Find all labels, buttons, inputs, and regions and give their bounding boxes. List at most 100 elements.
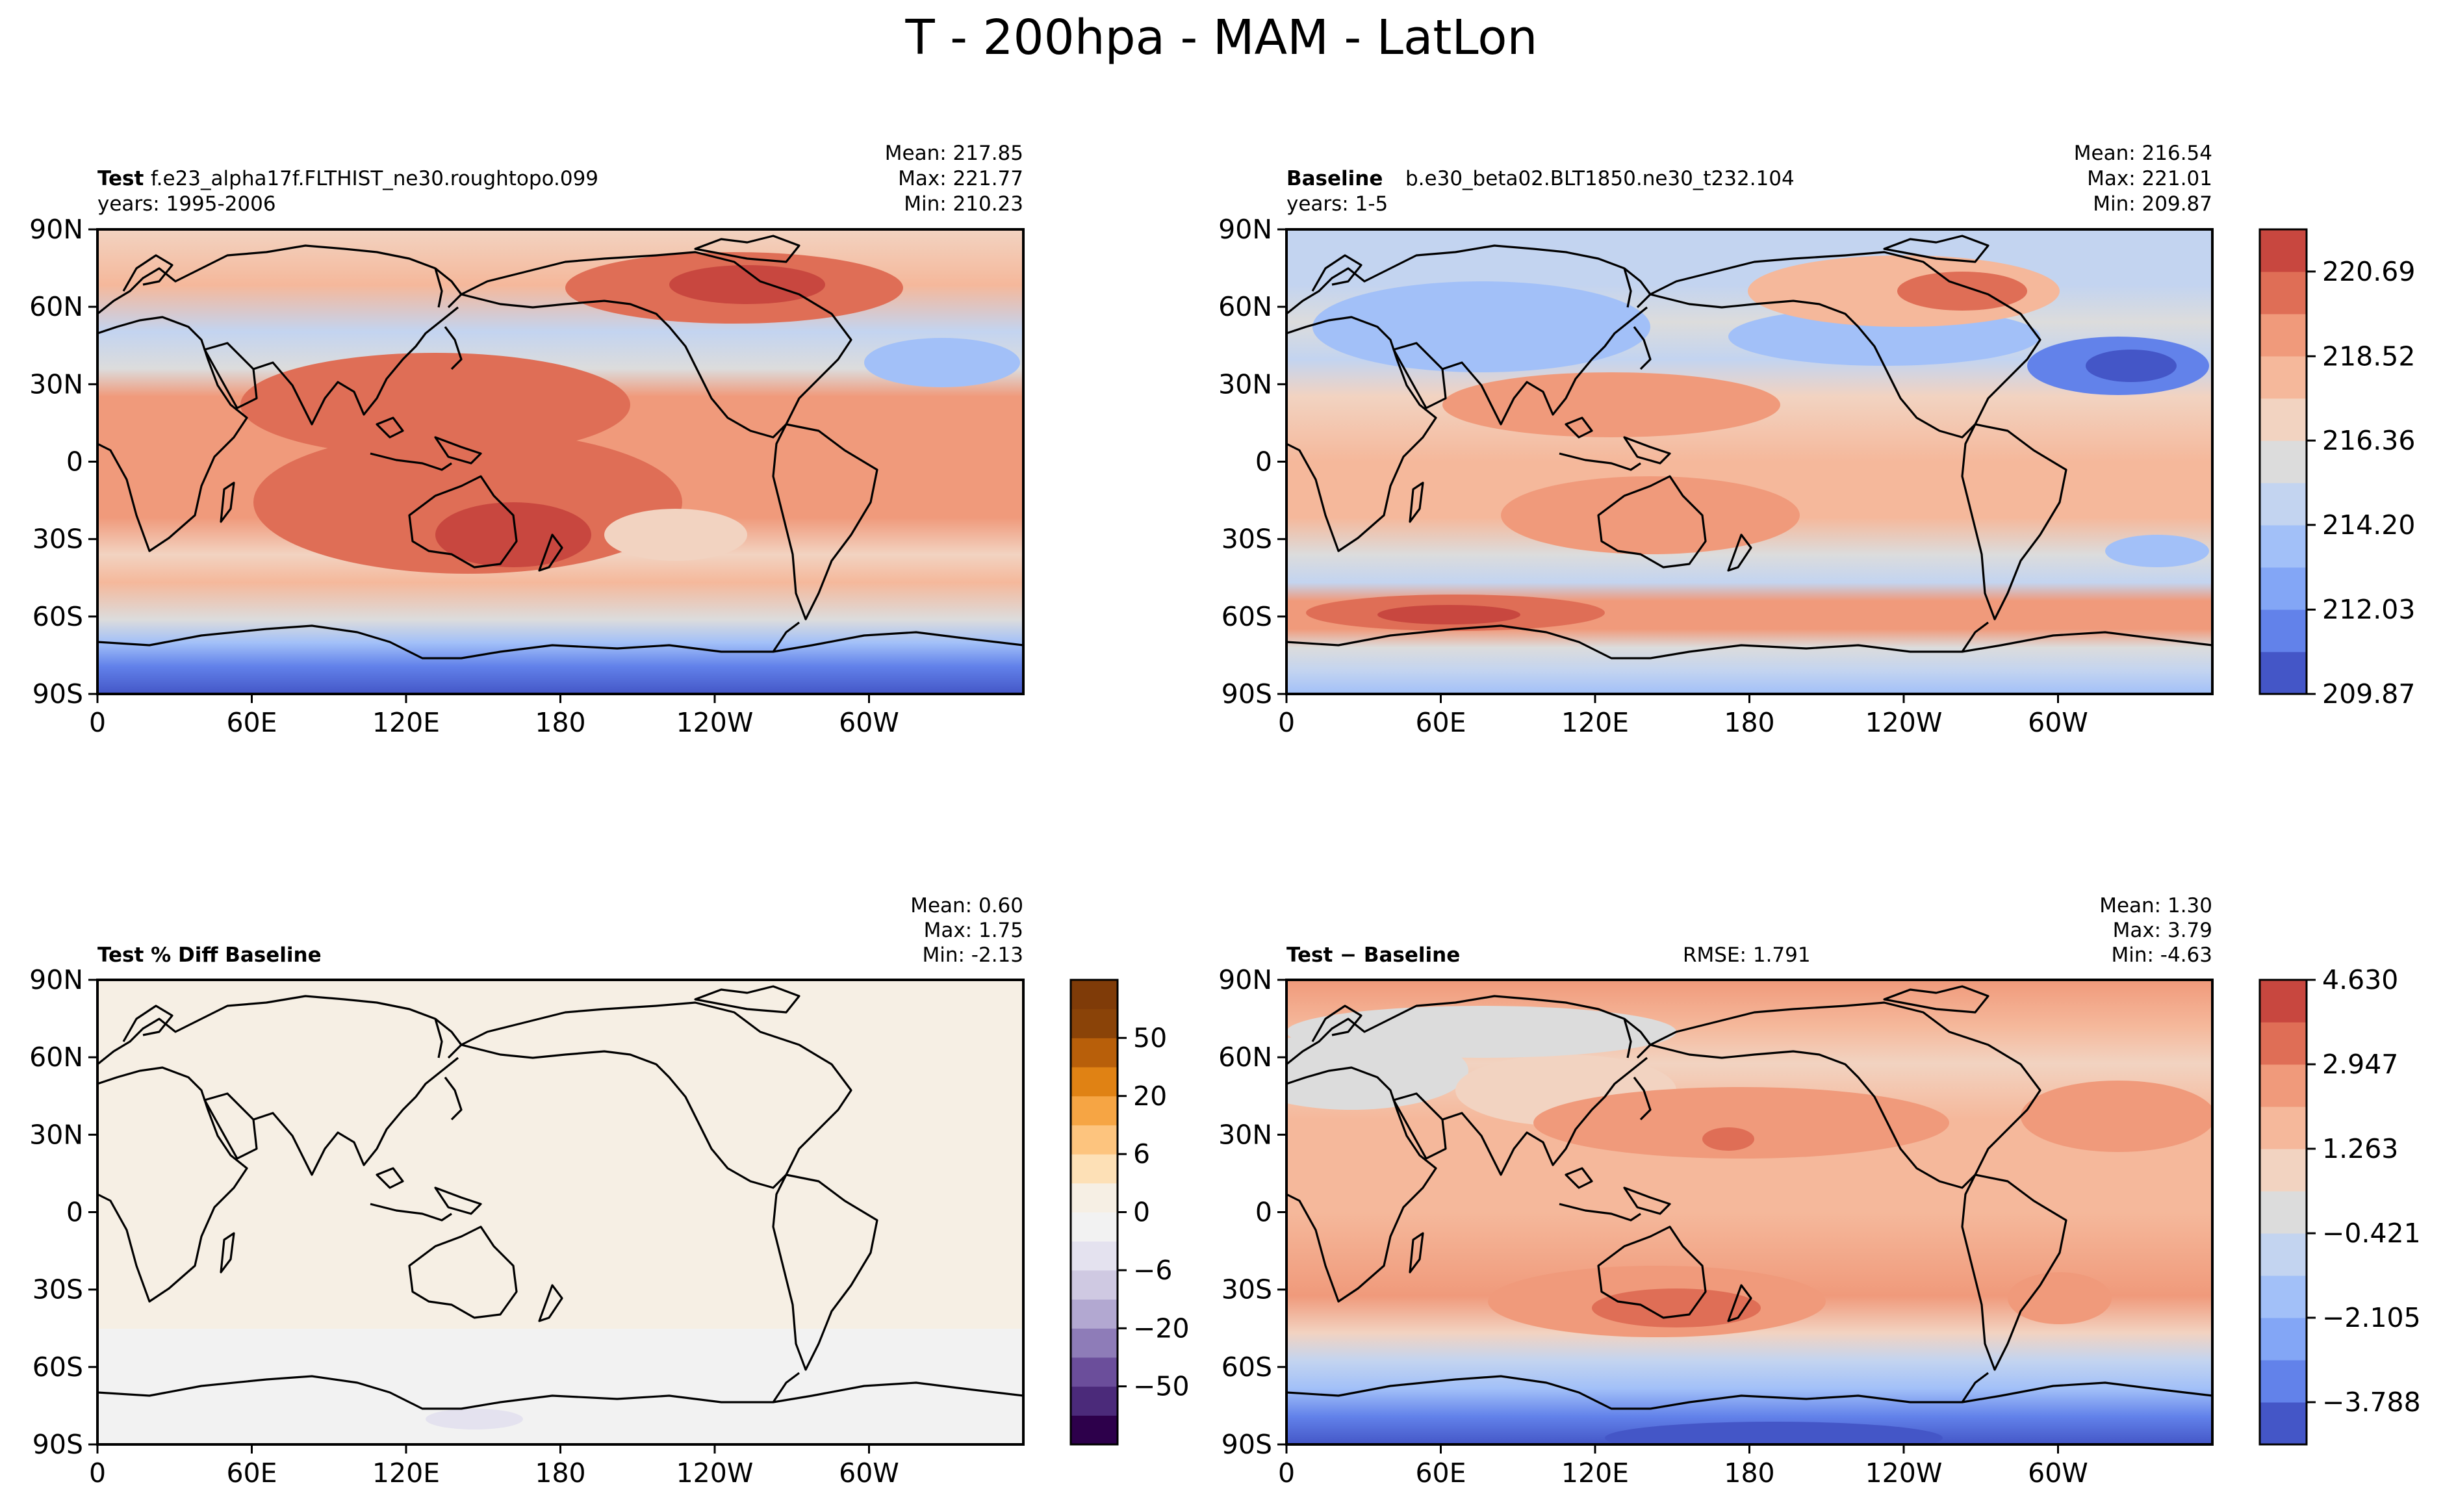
colorbar-temperature-tick-label: 220.69	[2322, 256, 2415, 287]
colorbar-temperature-swatch	[2260, 652, 2307, 695]
colorbar-temperature-tick-label: 216.36	[2322, 425, 2415, 456]
colorbar-percent-diff-tick-label: 0	[1133, 1197, 1150, 1228]
colorbar-percent-diff-blocks	[1071, 980, 1118, 1445]
colorbar-temperature-swatch	[2260, 272, 2307, 314]
colorbar-difference-swatch	[2260, 980, 2307, 1023]
y-tick-label: 0	[1255, 1197, 1272, 1228]
panel-baseline-min: Min: 209.87	[2093, 192, 2212, 216]
x-tick-label: 60W	[2028, 1457, 2088, 1489]
colorbar-percent-diff-swatch	[1071, 1241, 1118, 1271]
colorbar-percent-diff-tick-label: 20	[1133, 1081, 1167, 1112]
y-tick-label: 60S	[1222, 1352, 1272, 1383]
x-tick-label: 180	[1724, 1457, 1774, 1489]
panel-test-yticks: 90N 60N 30N 0 30S 60S 90S	[29, 214, 97, 710]
colorbar-percent-diff-swatch	[1071, 1154, 1118, 1184]
colorbar-percent-diff-swatch	[1071, 1067, 1118, 1097]
colorbar-difference-tick-label: 2.947	[2322, 1049, 2398, 1080]
colorbar-percent-diff-swatch	[1071, 1008, 1118, 1038]
x-tick-label: 120W	[1865, 1457, 1943, 1489]
x-tick-label: 60E	[1415, 707, 1466, 738]
x-tick-label: 180	[535, 1457, 585, 1489]
panel-percent-diff-mean: Mean: 0.60	[910, 894, 1023, 917]
x-tick-label: 180	[1724, 707, 1774, 738]
panel-baseline: Baseline b.e30_beta02.BLT1850.ne30_t232.…	[1218, 142, 2415, 738]
colorbar-temperature: 220.69 218.52 216.36 214.20 212.03 209.87	[2258, 228, 2415, 710]
colorbar-difference-swatch	[2260, 1191, 2307, 1234]
y-tick-label: 0	[66, 1197, 83, 1228]
colorbar-percent-diff: 50 20 6 0 −6 −20 −50	[1069, 979, 1190, 1446]
y-tick-label: 30S	[32, 1274, 83, 1305]
x-tick-label: 120W	[676, 1457, 754, 1489]
colorbar-temperature-swatch	[2260, 314, 2307, 357]
panel-baseline-yticks: 90N 60N 30N 0 30S 60S 90S	[1218, 214, 1286, 710]
x-tick-label: 60E	[1415, 1457, 1466, 1489]
y-tick-label: 30N	[1218, 368, 1272, 400]
panel-test: Test f.e23_alpha17f.FLTHIST_ne30.roughto…	[29, 142, 1025, 738]
y-tick-label: 60S	[32, 1352, 83, 1383]
y-tick-label: 90N	[29, 964, 83, 995]
y-tick-label: 0	[66, 446, 83, 478]
y-tick-label: 30N	[29, 368, 83, 400]
x-tick-label: 120E	[1561, 707, 1629, 738]
panel-baseline-years: years: 1-5	[1286, 192, 1388, 216]
colorbar-temperature-blocks	[2260, 229, 2307, 695]
x-tick-label: 60W	[839, 1457, 899, 1489]
y-tick-label: 60N	[1218, 1042, 1272, 1073]
y-tick-label: 30S	[32, 524, 83, 555]
x-tick-label: 120E	[372, 1457, 440, 1489]
y-tick-label: 30N	[29, 1119, 83, 1150]
colorbar-temperature-swatch	[2260, 525, 2307, 568]
colorbar-temperature-tick-label: 218.52	[2322, 340, 2415, 372]
colorbar-percent-diff-swatch	[1071, 1299, 1118, 1329]
y-tick-label: 60S	[1222, 601, 1272, 632]
colorbar-difference-swatch	[2260, 1318, 2307, 1361]
y-tick-label: 90S	[32, 1429, 83, 1460]
y-tick-label: 90N	[1218, 964, 1272, 995]
panel-percent-diff: Test % Diff Baseline Mean: 0.60 Max: 1.7…	[29, 894, 1189, 1489]
x-tick-label: 0	[1278, 707, 1295, 738]
colorbar-percent-diff-tick-label: −50	[1133, 1371, 1190, 1402]
colorbar-difference-ticks: 4.630 2.947 1.263 −0.421 −2.105 −3.788	[2307, 964, 2421, 1418]
colorbar-percent-diff-ticks: 50 20 6 0 −6 −20 −50	[1118, 1022, 1190, 1402]
panel-difference-rmse: RMSE: 1.791	[1683, 943, 1811, 967]
colorbar-percent-diff-tick-label: 6	[1133, 1138, 1150, 1170]
panel-percent-diff-min: Min: -2.13	[922, 943, 1023, 967]
panel-baseline-map: 0 60E 120E 180 120W 60W 90N 60N 30N 0 30S 60S 90S	[1218, 214, 2214, 738]
x-tick-label: 60E	[226, 1457, 277, 1489]
panel-percent-diff-map: 0 60E 120E 180 120W 60W 90N 60N 30N 0 30S 60S 90S	[29, 964, 1025, 1489]
panel-test-map: 0 60E 120E 180 120W 60W 90N 60N 30N 0 30S 60S 90S	[29, 214, 1025, 738]
panel-difference-max: Max: 3.79	[2113, 919, 2212, 942]
panel-baseline-max: Max: 221.01	[2087, 167, 2212, 190]
y-tick-label: 90N	[29, 214, 83, 245]
panel-difference-label: Test − Baseline	[1286, 943, 1460, 967]
panel-baseline-case-name: b.e30_beta02.BLT1850.ne30_t232.104	[1405, 167, 1795, 190]
colorbar-percent-diff-tick-label: −6	[1133, 1255, 1172, 1286]
x-tick-label: 120W	[1865, 707, 1943, 738]
colorbar-temperature-swatch	[2260, 609, 2307, 652]
colorbar-temperature-tick-label: 212.03	[2322, 594, 2415, 625]
colorbar-temperature-tick-label: 214.20	[2322, 509, 2415, 541]
colorbar-difference-swatch	[2260, 1233, 2307, 1276]
colorbar-difference-swatch	[2260, 1402, 2307, 1445]
panel-difference: Test − Baseline RMSE: 1.791 Mean: 1.30 M…	[1218, 894, 2421, 1489]
colorbar-temperature-swatch	[2260, 356, 2307, 399]
colorbar-temperature-tick-label: 209.87	[2322, 678, 2415, 710]
panel-percent-diff-yticks: 90N 60N 30N 0 30S 60S 90S	[29, 964, 97, 1460]
panel-test-label: Test	[97, 167, 144, 190]
colorbar-difference-tick-label: −0.421	[2322, 1218, 2421, 1249]
colorbar-percent-diff-swatch	[1071, 1038, 1118, 1068]
panel-baseline-xticks: 0 60E 120E 180 120W 60W	[1278, 694, 2088, 738]
x-tick-label: 60W	[839, 707, 899, 738]
panel-percent-diff-label: Test % Diff Baseline	[97, 943, 322, 967]
panel-test-years: years: 1995-2006	[97, 192, 276, 216]
panel-test-case-name: f.e23_alpha17f.FLTHIST_ne30.roughtopo.09…	[151, 167, 598, 190]
colorbar-difference-blocks	[2260, 980, 2307, 1445]
colorbar-difference-tick-label: −2.105	[2322, 1302, 2421, 1333]
panel-percent-diff-xticks: 0 60E 120E 180 120W 60W	[89, 1444, 899, 1489]
colorbar-percent-diff-swatch	[1071, 1386, 1118, 1416]
colorbar-percent-diff-swatch	[1071, 1096, 1118, 1125]
colorbar-percent-diff-swatch	[1071, 1357, 1118, 1387]
panel-percent-diff-max: Max: 1.75	[924, 919, 1023, 942]
panel-baseline-label: Baseline	[1286, 167, 1383, 190]
